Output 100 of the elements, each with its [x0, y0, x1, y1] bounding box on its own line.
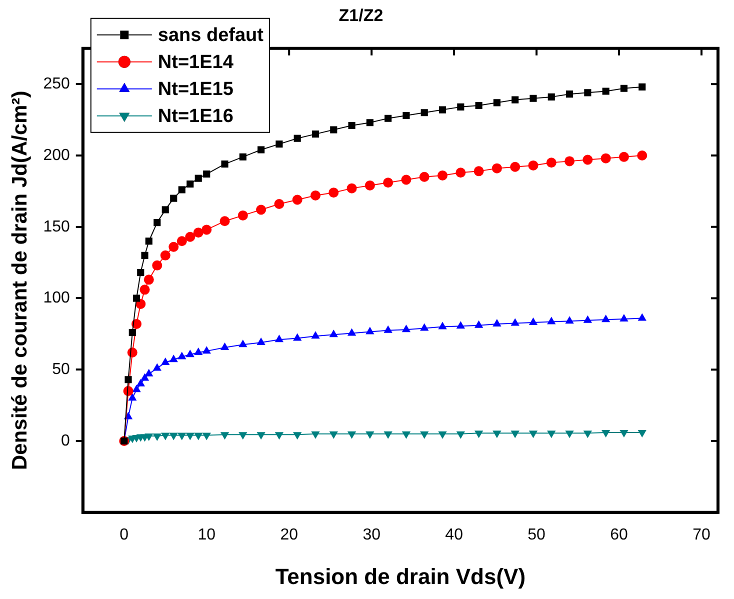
point — [364, 180, 375, 190]
point — [438, 431, 447, 439]
point — [239, 153, 246, 160]
point — [194, 432, 203, 440]
point — [637, 150, 648, 160]
point — [512, 96, 519, 104]
point — [312, 130, 320, 138]
point — [402, 112, 410, 120]
y-tick-label: 200 — [43, 146, 70, 164]
point — [145, 238, 152, 245]
point — [419, 172, 430, 182]
x-tick-label: 20 — [280, 526, 298, 544]
point — [154, 219, 161, 226]
point — [602, 88, 610, 95]
point — [583, 430, 592, 438]
x-tick-label: 0 — [120, 526, 129, 544]
point — [420, 431, 429, 439]
point — [401, 174, 412, 185]
point — [638, 430, 646, 438]
point — [346, 183, 357, 194]
y-tick-label: 150 — [43, 218, 70, 236]
point — [132, 294, 140, 302]
point — [160, 250, 170, 260]
y-tick-label: 250 — [43, 76, 70, 92]
point — [152, 260, 162, 270]
point — [194, 174, 202, 182]
point — [221, 160, 228, 168]
point — [492, 163, 502, 174]
point — [140, 284, 150, 295]
point — [161, 432, 170, 440]
point — [366, 431, 374, 439]
point — [474, 430, 484, 438]
point — [144, 274, 154, 285]
y-tick-label: 100 — [43, 290, 70, 307]
point — [162, 206, 169, 214]
legend-label: sans defaut — [158, 25, 264, 46]
point — [238, 210, 248, 220]
point — [618, 152, 629, 162]
point — [128, 328, 136, 336]
point — [137, 269, 144, 276]
point — [293, 432, 302, 440]
point — [438, 106, 446, 114]
point — [402, 431, 411, 439]
point — [510, 430, 520, 438]
legend-label: Nt=1E14 — [158, 52, 234, 74]
y-tick-label: 50 — [52, 361, 70, 378]
point — [456, 431, 465, 439]
point — [274, 199, 284, 210]
point — [548, 93, 555, 100]
point — [638, 83, 646, 90]
point — [292, 194, 302, 205]
point — [510, 162, 520, 172]
point — [366, 119, 374, 126]
point — [202, 224, 212, 235]
point — [178, 432, 186, 440]
point — [546, 158, 556, 168]
point — [185, 232, 196, 242]
point — [328, 188, 339, 198]
point — [600, 153, 611, 164]
point — [238, 432, 248, 440]
x-axis-title: Tension de drain Vds(V) — [275, 564, 526, 589]
point — [456, 168, 466, 178]
point — [384, 114, 392, 122]
x-tick-label: 30 — [362, 526, 381, 544]
chart-title: Z1/Z2 — [338, 6, 384, 25]
x-tick-label: 40 — [445, 526, 464, 544]
point — [347, 431, 356, 439]
point — [220, 432, 230, 440]
point — [176, 236, 187, 246]
point — [311, 431, 320, 439]
point — [438, 170, 448, 180]
point — [203, 170, 210, 178]
point — [384, 431, 392, 439]
point — [144, 434, 154, 442]
point — [169, 432, 178, 440]
point — [258, 146, 265, 154]
point — [152, 434, 162, 442]
y-tick-label: 0 — [60, 432, 70, 450]
point — [492, 430, 502, 438]
point — [256, 432, 266, 440]
point — [566, 90, 574, 98]
point — [565, 430, 574, 438]
point — [493, 99, 500, 106]
y-axis-title: Densité de courant de drain Jd(A/cm²) — [8, 90, 32, 470]
point — [457, 103, 464, 110]
x-tick-label: 60 — [610, 526, 628, 544]
point — [528, 430, 538, 438]
point — [530, 94, 537, 102]
point — [383, 178, 394, 188]
point — [329, 431, 338, 439]
x-tick-label: 10 — [198, 526, 216, 544]
legend-label: Nt=1E15 — [158, 79, 234, 100]
point — [547, 430, 556, 438]
point — [186, 432, 194, 440]
point — [202, 432, 211, 440]
point — [582, 154, 593, 165]
x-tick-label: 70 — [692, 526, 711, 544]
point — [310, 190, 320, 200]
point — [170, 194, 178, 202]
point — [420, 109, 428, 116]
